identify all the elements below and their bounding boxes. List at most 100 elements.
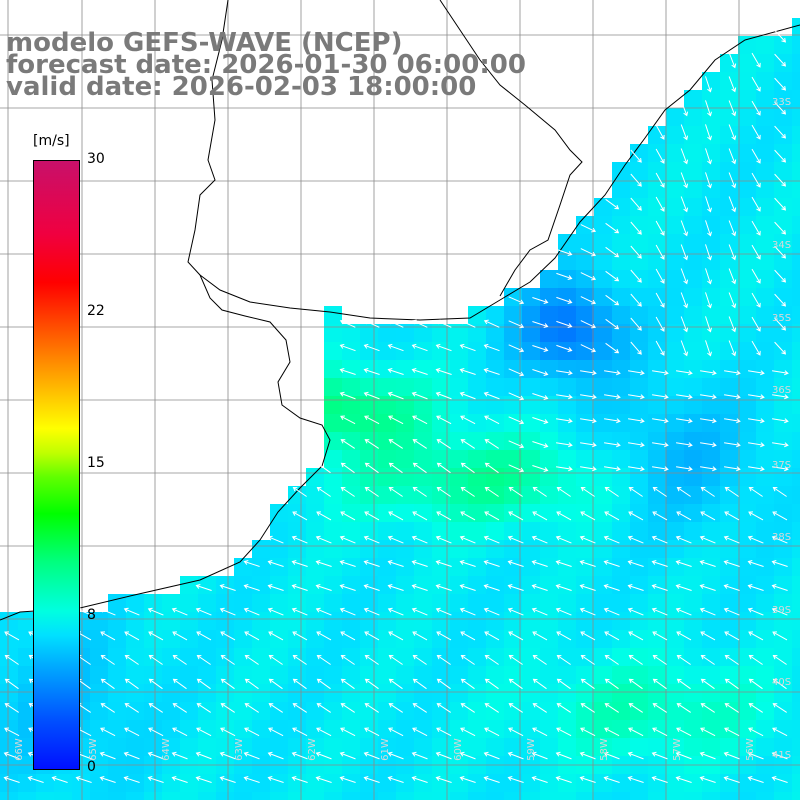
wind-speed-cell xyxy=(648,324,666,342)
wind-arrow xyxy=(436,462,451,474)
wind-arrow xyxy=(340,678,355,690)
wind-speed-cell xyxy=(342,414,360,432)
wind-speed-cell xyxy=(666,180,684,198)
wind-speed-cell xyxy=(774,306,792,324)
wind-speed-cell xyxy=(558,522,576,540)
wind-speed-cell xyxy=(216,648,234,666)
wind-speed-cell xyxy=(630,432,648,450)
wind-arrow xyxy=(99,751,116,760)
wind-speed-cell xyxy=(594,774,612,792)
wind-arrow xyxy=(243,584,260,591)
wind-speed-cell xyxy=(756,72,774,90)
wind-speed-cell xyxy=(360,630,378,648)
wind-speed-cell xyxy=(612,540,630,558)
wind-arrow xyxy=(772,654,787,665)
wind-arrow xyxy=(676,394,693,400)
wind-speed-cell xyxy=(558,504,576,522)
wind-arrow xyxy=(771,560,788,567)
wind-speed-cell xyxy=(324,594,342,612)
wind-speed-cell xyxy=(792,504,800,522)
wind-arrow xyxy=(483,368,500,375)
wind-speed-cell xyxy=(702,576,720,594)
wind-speed-cell xyxy=(360,648,378,666)
wind-speed-cell xyxy=(738,648,756,666)
wind-speed-cell xyxy=(252,792,270,800)
wind-arrow xyxy=(604,442,621,448)
wind-speed-cell xyxy=(792,108,800,126)
wind-speed-cell xyxy=(90,738,108,756)
wind-speed-cell xyxy=(702,90,720,108)
lon-label: 58W xyxy=(598,738,610,761)
wind-speed-cell xyxy=(486,792,504,800)
wind-speed-cell xyxy=(522,450,540,468)
wind-speed-cell xyxy=(378,432,396,450)
wind-speed-cell xyxy=(630,144,648,162)
wind-speed-cell xyxy=(540,432,558,450)
wind-speed-cell xyxy=(180,702,198,720)
wind-speed-cell xyxy=(540,270,558,288)
wind-speed-cell xyxy=(630,630,648,648)
wind-speed-cell xyxy=(792,36,800,54)
wind-arrow xyxy=(508,678,523,690)
wind-arrow xyxy=(532,393,549,400)
wind-speed-cell xyxy=(486,360,504,378)
wind-speed-cell xyxy=(468,612,486,630)
wind-arrow xyxy=(459,343,476,352)
wind-speed-cell xyxy=(792,54,800,72)
wind-speed-cell xyxy=(396,576,414,594)
wind-speed-cell xyxy=(738,126,756,144)
wind-speed-cell xyxy=(792,360,800,378)
wind-arrow xyxy=(315,535,332,544)
wind-arrow xyxy=(651,584,668,591)
wind-speed-cell xyxy=(792,540,800,558)
wind-arrow xyxy=(772,370,789,376)
wind-speed-cell xyxy=(720,144,738,162)
wind-speed-cell xyxy=(198,594,216,612)
wind-speed-cell xyxy=(594,648,612,666)
wind-speed-cell xyxy=(540,324,558,342)
wind-speed-cell xyxy=(450,558,468,576)
wind-speed-cell xyxy=(576,630,594,648)
wind-speed-cell xyxy=(378,378,396,396)
wind-speed-cell xyxy=(594,468,612,486)
wind-speed-cell xyxy=(396,648,414,666)
wind-speed-cell xyxy=(792,468,800,486)
wind-speed-cell xyxy=(162,594,180,612)
wind-speed-cell xyxy=(612,450,630,468)
wind-speed-cell xyxy=(720,72,738,90)
wind-speed-cell xyxy=(792,378,800,396)
wind-speed-cell xyxy=(360,450,378,468)
wind-speed-cell xyxy=(378,468,396,486)
wind-arrow xyxy=(531,607,548,616)
wind-arrow xyxy=(459,607,476,616)
wind-speed-cell xyxy=(666,162,684,180)
wind-arrow xyxy=(748,486,763,497)
wind-speed-cell xyxy=(666,306,684,324)
wind-speed-cell xyxy=(378,702,396,720)
wind-speed-cell xyxy=(324,396,342,414)
wind-speed-cell xyxy=(126,702,144,720)
wind-speed-cell xyxy=(648,144,666,162)
wind-speed-cell xyxy=(522,612,540,630)
wind-speed-cell xyxy=(522,558,540,576)
wind-speed-cell xyxy=(324,468,342,486)
wind-speed-cell xyxy=(666,486,684,504)
wind-arrow xyxy=(412,654,427,665)
wind-speed-cell xyxy=(756,720,774,738)
wind-arrow xyxy=(604,727,620,737)
wind-speed-cell xyxy=(774,666,792,684)
wind-speed-cell xyxy=(414,702,432,720)
wind-speed-cell xyxy=(774,72,792,90)
wind-speed-cell xyxy=(666,144,684,162)
wind-speed-cell xyxy=(666,288,684,306)
wind-arrow xyxy=(705,148,712,165)
wind-arrow xyxy=(751,292,761,308)
wind-speed-cell xyxy=(270,792,288,800)
wind-arrow xyxy=(705,244,712,261)
wind-speed-cell xyxy=(792,396,800,414)
wind-speed-cell xyxy=(738,414,756,432)
wind-arrow xyxy=(460,462,475,474)
wind-speed-cell xyxy=(558,486,576,504)
wind-speed-cell xyxy=(342,450,360,468)
wind-arrow xyxy=(364,462,379,474)
